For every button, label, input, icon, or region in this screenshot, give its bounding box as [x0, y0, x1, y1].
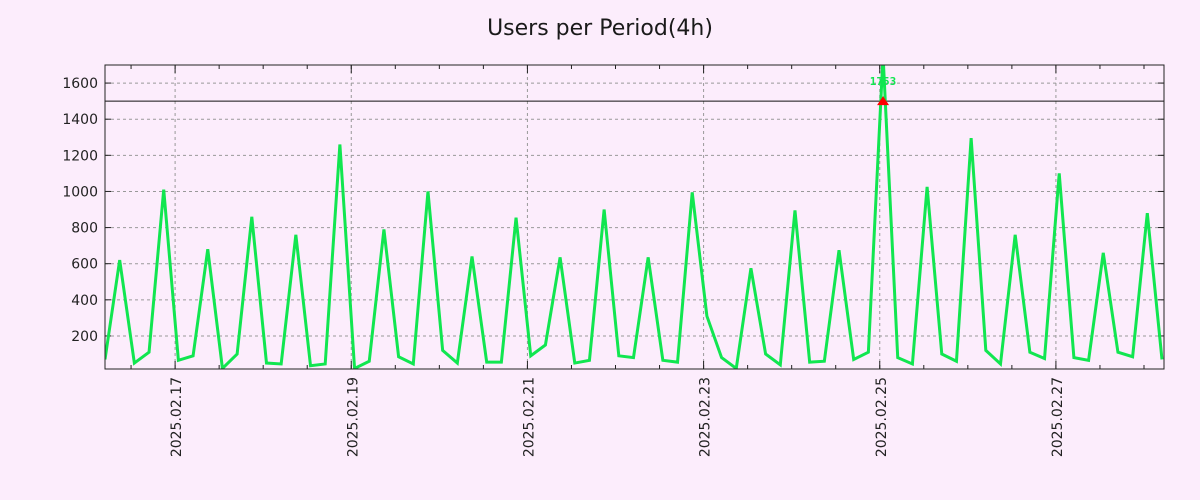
x-tick-label: 2025.02.21: [521, 377, 537, 457]
y-tick-label: 400: [71, 293, 98, 309]
x-tick-label: 2025.02.19: [345, 377, 361, 457]
max-annotation-label: 1753: [870, 75, 897, 88]
max-marker-icon: [877, 96, 890, 106]
y-tick-label: 600: [71, 257, 98, 273]
y-tick-label: 1200: [62, 148, 98, 164]
y-tick-label: 1400: [62, 112, 98, 128]
x-tick-label: 2025.02.25: [874, 377, 890, 457]
chart-title: Users per Period(4h): [487, 16, 713, 41]
x-tick-label: 2025.02.23: [698, 377, 714, 457]
plot-frame: [104, 64, 1165, 370]
x-tick-label: 2025.02.27: [1050, 377, 1066, 457]
y-tick-label: 1600: [62, 76, 98, 92]
x-tick-label: 2025.02.17: [169, 377, 185, 457]
y-tick-label: 1000: [62, 184, 98, 200]
y-tick-label: 800: [71, 221, 98, 237]
y-tick-label: 200: [71, 329, 98, 345]
series-line-users: [105, 65, 1164, 369]
